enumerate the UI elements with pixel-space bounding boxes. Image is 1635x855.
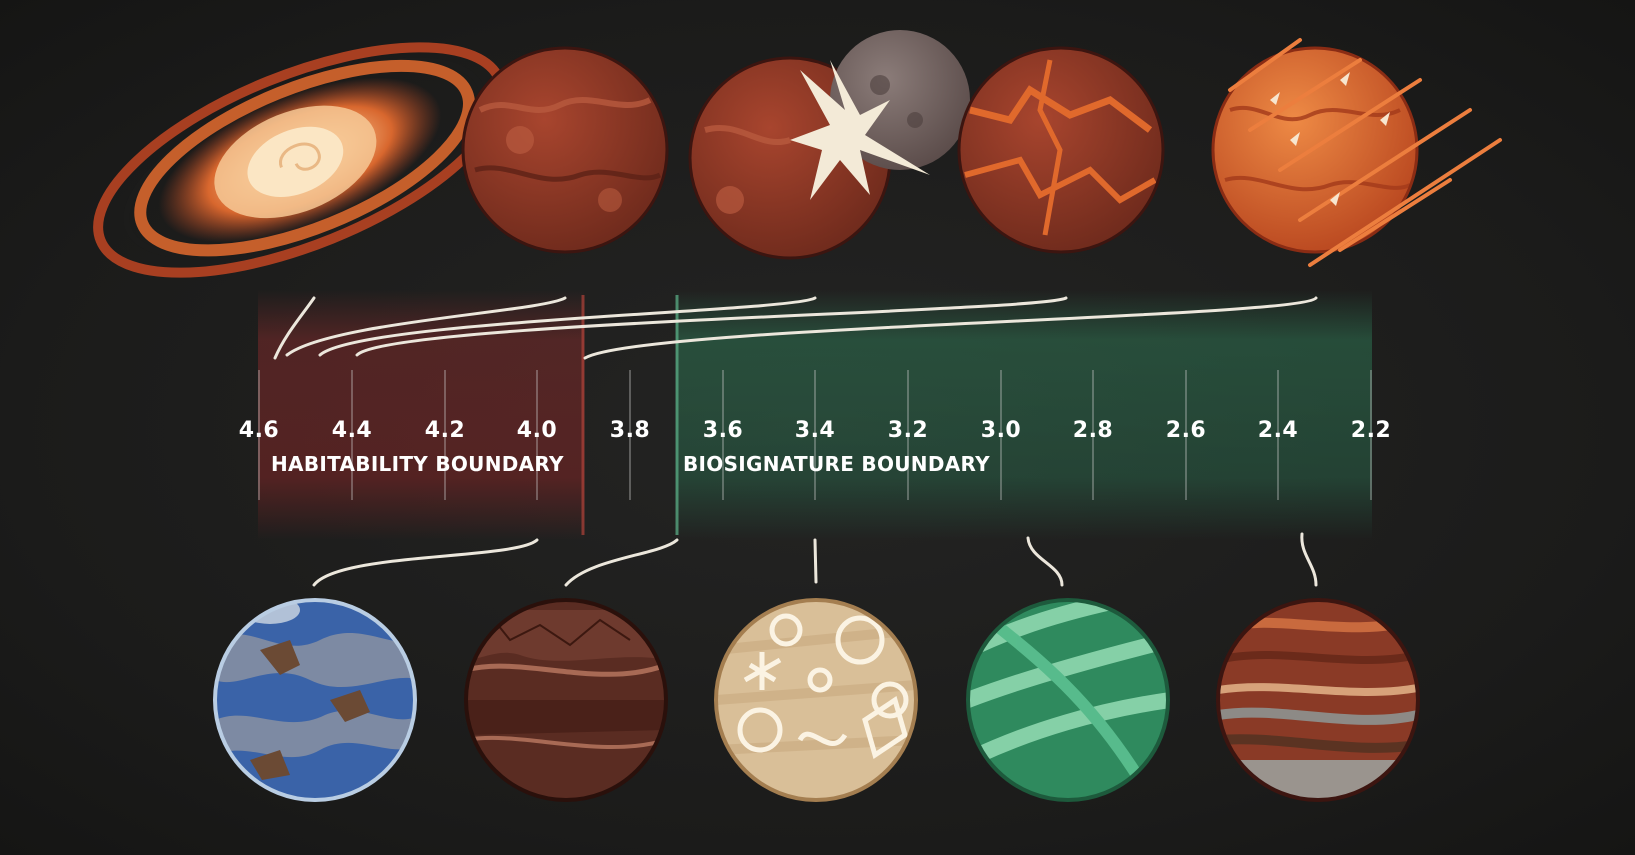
top-connectors [273,296,1318,360]
microfossil-icon [714,598,918,802]
tick-label-3.2: 3.2 [887,418,929,443]
rock-strata-icon [464,598,668,802]
spiral-disk-icon [93,42,507,278]
rust-planet-icon [461,46,669,254]
connector-banded [1300,532,1318,587]
biosignature-band [676,290,1372,540]
tick-label-3.0: 3.0 [980,418,1022,443]
bottom-connectors [312,532,1318,587]
connector-rust-planet [285,296,567,357]
biosignature-boundary-label: BIOSIGNATURE BOUNDARY [683,452,990,476]
tick-label-4.6: 4.6 [238,418,280,443]
habitability-boundary-label: HABITABILITY BOUNDARY [271,452,564,476]
moon-impact-icon [688,30,970,260]
connector-moon-impact [318,296,817,357]
banded-layers-icon [1216,598,1420,802]
filament-microbe-icon [966,598,1170,802]
meteor-bombardment-icon [1211,38,1502,267]
tick-label-4.4: 4.4 [331,418,373,443]
timeline-tick-lines [258,370,1372,500]
tick-label-3.6: 3.6 [702,418,744,443]
cracked-planet-icon [957,46,1165,254]
connector-cracked-planet [355,296,1068,357]
tick-label-4.2: 4.2 [424,418,466,443]
tick-label-3.8: 3.8 [609,418,651,443]
connector-meteor [583,296,1318,360]
connector-disk [273,296,316,360]
tick-label-4.0: 4.0 [516,418,558,443]
tick-label-2.2: 2.2 [1350,418,1392,443]
tick-label-2.6: 2.6 [1165,418,1207,443]
tick-label-3.4: 3.4 [794,418,836,443]
tick-label-2.4: 2.4 [1257,418,1299,443]
tick-label-2.8: 2.8 [1072,418,1114,443]
habitability-band [258,290,584,540]
connector-strata [564,538,679,587]
ocean-planet-icon [213,598,417,802]
connector-ocean [312,538,539,587]
connector-microfossil [813,538,818,584]
connector-filament [1026,536,1064,587]
